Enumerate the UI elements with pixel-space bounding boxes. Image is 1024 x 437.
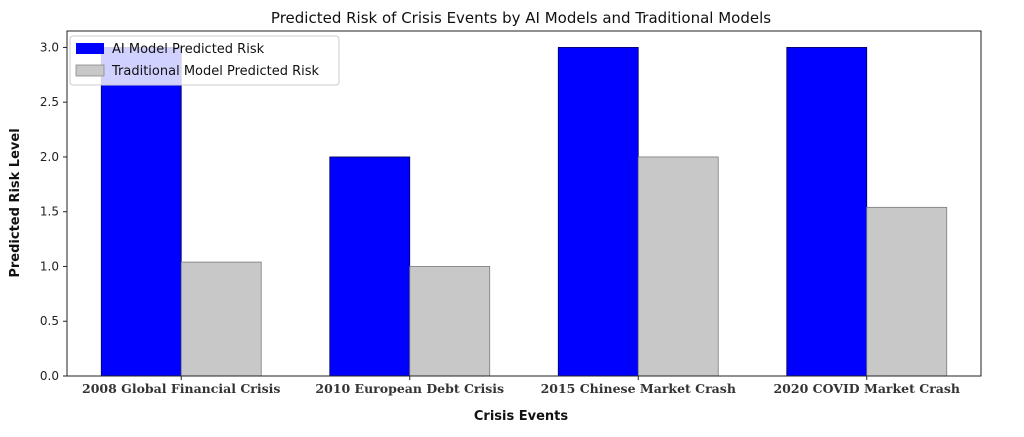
legend: AI Model Predicted Risk Traditional Mode… (69, 35, 340, 86)
bar-traditional-0 (180, 261, 262, 377)
y-tick-label: 0.5 (40, 314, 59, 328)
bar-ai-1 (329, 156, 411, 377)
chart-title: Predicted Risk of Crisis Events by AI Mo… (271, 9, 771, 27)
bar-ai-3 (786, 47, 868, 377)
legend-swatch-traditional (75, 64, 105, 77)
y-axis: 0.0 0.5 1.0 1.5 2.0 2.5 3.0 (40, 40, 67, 383)
legend-label-ai: AI Model Predicted Risk (112, 42, 265, 57)
bar-traditional-1 (409, 266, 491, 377)
x-tick-label: 2010 European Debt Crisis (315, 381, 504, 396)
bar-traditional-2 (637, 156, 719, 377)
legend-box (69, 35, 340, 86)
y-tick-label: 3.0 (40, 40, 59, 54)
x-tick-label: 2008 Global Financial Crisis (82, 381, 280, 396)
bar-ai-0 (100, 47, 182, 377)
plot-frame (66, 30, 982, 377)
bar-ai-2 (557, 47, 639, 377)
x-axis: 2008 Global Financial Crisis 2010 Europea… (82, 376, 960, 396)
y-tick-label: 2.0 (40, 150, 59, 164)
y-tick-label: 1.5 (40, 205, 59, 219)
y-tick-label: 0.0 (40, 369, 59, 383)
x-axis-label: Crisis Events (474, 409, 569, 424)
x-tick-label: 2020 COVID Market Crash (773, 381, 960, 396)
legend-swatch-ai (76, 43, 104, 54)
x-tick-label: 2015 Chinese Market Crash (541, 381, 736, 396)
y-axis-label: Predicted Risk Level (8, 128, 23, 277)
bar-traditional-3 (866, 206, 948, 377)
legend-label-traditional: Traditional Model Predicted Risk (111, 64, 320, 79)
y-tick-label: 2.5 (40, 95, 59, 109)
bars-layer (100, 47, 948, 377)
y-tick-label: 1.0 (40, 259, 59, 273)
